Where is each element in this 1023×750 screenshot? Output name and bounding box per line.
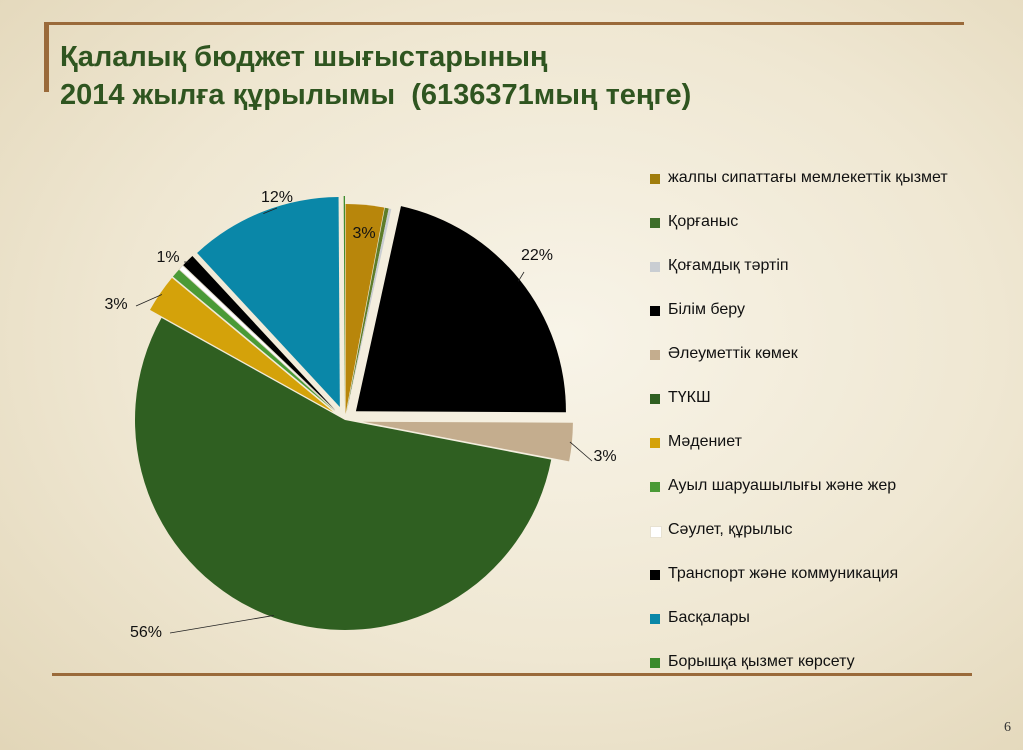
leader-lines — [135, 207, 593, 634]
legend-swatch — [650, 438, 660, 448]
legend-swatch — [650, 218, 660, 228]
legend-swatch — [650, 570, 660, 580]
legend-swatch — [650, 482, 660, 492]
legend-label: Білім беру — [668, 301, 745, 318]
legend-item: Сәулет, құрылыс — [650, 520, 950, 540]
data-label: 3% — [593, 448, 616, 465]
data-label: 56% — [130, 624, 162, 641]
pie-slice-борышқа-қызмет-көрсету — [343, 196, 345, 407]
legend-label: Қоғамдық тәртіп — [668, 257, 789, 274]
legend-label: ТҮКШ — [668, 389, 711, 406]
legend-item: жалпы сипаттағы мемлекеттік қызмет — [650, 168, 950, 188]
pie-slice-ауыл-шаруашылығы-және-жер — [172, 269, 335, 411]
data-labels: 3% 22% 3% 56% 3% 1% 12% — [104, 189, 616, 641]
pie-slice-әлеуметтік-көмек — [362, 421, 573, 462]
bottom-divider — [52, 673, 972, 676]
legend-swatch — [650, 614, 660, 624]
leader-line — [517, 271, 525, 282]
legend-item: Қорғаныс — [650, 212, 950, 232]
legend-label: Әлеуметтік көмек — [668, 345, 798, 362]
pie-slice-қоғамдық-тәртіп — [346, 208, 392, 415]
title-line-1: Қалалық бюджет шығыстарының — [60, 41, 548, 73]
legend-swatch — [650, 174, 660, 184]
legend-label: Транспорт және коммуникация — [668, 565, 899, 582]
legend-item: Ауыл шаруашылығы және жер — [650, 476, 950, 496]
leader-line — [135, 294, 163, 307]
legend-label: Басқалары — [668, 609, 750, 626]
pie-slice-сәулет-құрылыс — [178, 265, 335, 411]
legend-label: Борышқа қызмет көрсету — [668, 653, 855, 670]
pie-slice-басқалары — [197, 196, 340, 407]
pie-slice-түкш — [134, 317, 552, 631]
legend-swatch — [650, 262, 660, 272]
legend-label: Ауыл шаруашылығы және жер — [668, 477, 897, 494]
pie-slice-қорғаныс — [346, 207, 389, 415]
data-label: 22% — [521, 247, 553, 264]
data-label: 12% — [261, 189, 293, 206]
legend-swatch — [650, 306, 660, 316]
data-label: 1% — [156, 249, 179, 266]
legend-label: Қорғаныс — [668, 213, 739, 230]
pie-slice-білім-беру — [355, 206, 566, 413]
legend-item: Қоғамдық тәртіп — [650, 256, 950, 276]
legend-item: Транспорт және коммуникация — [650, 564, 950, 584]
pie-slice-мәдениет — [149, 277, 334, 413]
title-line-2: 2014 жылға құрылымы (6136371мың теңге) — [60, 79, 692, 111]
legend-item: Борышқа қызмет көрсету — [650, 652, 950, 672]
legend-swatch — [650, 526, 662, 538]
legend-swatch — [650, 658, 660, 668]
legend-label: Мәдениет — [668, 433, 742, 450]
legend-item: ТҮКШ — [650, 388, 950, 408]
slide-title: Қалалық бюджет шығыстарының 2014 жылға қ… — [60, 38, 691, 114]
legend-item: Әлеуметтік көмек — [650, 344, 950, 364]
top-divider — [44, 22, 964, 25]
data-label: 3% — [352, 225, 375, 242]
leader-line — [169, 615, 274, 634]
legend-item: Басқалары — [650, 608, 950, 628]
page-number: 6 — [1004, 720, 1011, 735]
legend-label: жалпы сипаттағы мемлекеттік қызмет — [668, 169, 948, 186]
legend-swatch — [650, 350, 660, 360]
legend-swatch — [650, 394, 660, 404]
leader-line — [263, 207, 278, 214]
pie-slice-жалпы-сипаттағы-мемлекеттік-қызмет — [345, 204, 385, 415]
data-label: 3% — [104, 296, 127, 313]
legend-item: Мәдениет — [650, 432, 950, 452]
pie-slices — [134, 196, 573, 631]
legend-label: Сәулет, құрылыс — [668, 521, 793, 538]
title-accent-bar — [44, 22, 49, 92]
leader-line — [569, 441, 593, 462]
legend-item: Білім беру — [650, 300, 950, 320]
pie-slice-транспорт-және-коммуникация — [183, 256, 336, 411]
